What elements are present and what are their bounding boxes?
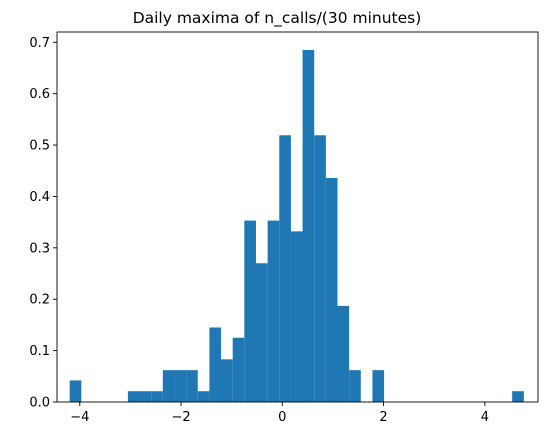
bars-layer [69, 49, 524, 402]
x-tick-label: 0 [278, 410, 286, 425]
histogram-bar [337, 305, 350, 402]
histogram-bar [244, 220, 256, 402]
histogram-bar [290, 231, 303, 402]
histogram-bar [302, 49, 315, 402]
axes-layer: −4 −2 0 2 4 0.0 0.1 0.2 0.3 0.4 0.5 0.6 0.7 [29, 31, 539, 425]
histogram-bar [127, 391, 140, 402]
histogram-bar [349, 370, 361, 402]
histogram-bar [186, 370, 198, 402]
histogram-bar [209, 327, 222, 402]
histogram-bar [221, 359, 233, 402]
histogram-bar [255, 263, 268, 402]
plot-frame [56, 31, 539, 403]
histogram-bar [232, 337, 245, 402]
histogram-bar [151, 391, 163, 402]
histogram-bar [372, 370, 385, 402]
histogram-bar [162, 370, 175, 402]
histogram-bar [279, 135, 291, 402]
x-tick-label: −2 [171, 410, 190, 425]
histogram-bar [267, 220, 280, 402]
y-tick-label: 0.2 [29, 293, 50, 308]
x-tick-label: 4 [481, 410, 489, 425]
y-tick-label: 0.6 [29, 87, 50, 102]
x-tick-label: −4 [70, 410, 89, 425]
y-tick-label: 0.0 [29, 396, 50, 411]
y-tick-label: 0.5 [29, 139, 50, 154]
y-tick-label: 0.7 [29, 36, 50, 51]
histogram-bar [174, 370, 187, 402]
y-tick-label: 0.3 [29, 241, 50, 256]
x-tick-label: 2 [379, 410, 387, 425]
chart-title: Daily maxima of n_calls/(30 minutes) [133, 9, 422, 28]
histogram-bar [314, 135, 326, 402]
histogram-bar [139, 391, 152, 402]
histogram-bar [325, 177, 338, 402]
histogram-bar [512, 391, 524, 402]
y-tick-label: 0.1 [29, 344, 50, 359]
y-tick-label: 0.4 [29, 190, 50, 205]
histogram-bar [69, 380, 82, 402]
histogram-bar [197, 391, 210, 402]
